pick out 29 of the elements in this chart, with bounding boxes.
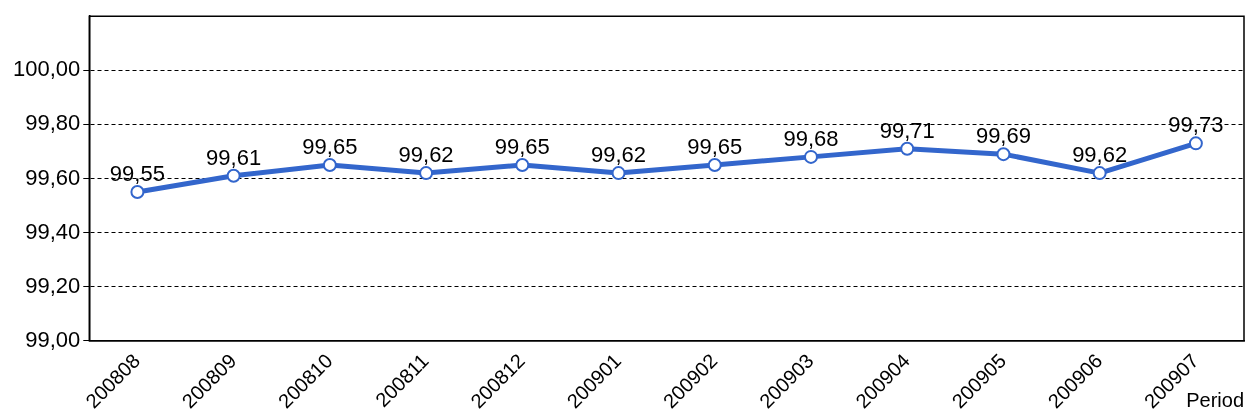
y-tick-label: 99,20 — [25, 272, 81, 298]
data-label: 99,62 — [1072, 142, 1128, 168]
data-label: 99,65 — [494, 134, 550, 160]
point — [707, 157, 722, 172]
y-tick-label: 99,80 — [25, 110, 81, 136]
data-label: 99,62 — [591, 142, 647, 168]
data-label: 99,68 — [783, 125, 839, 151]
point — [803, 149, 818, 164]
data-label: 99,65 — [302, 134, 358, 160]
point — [900, 141, 915, 156]
y-tick-label: 99,00 — [25, 326, 81, 352]
data-label: 99,62 — [398, 142, 454, 168]
point — [1188, 136, 1203, 151]
point — [322, 157, 337, 172]
point — [996, 147, 1011, 162]
point — [515, 157, 530, 172]
y-tick-label: 99,40 — [25, 218, 81, 244]
point — [1092, 166, 1107, 181]
data-label: 99,55 — [109, 161, 165, 187]
data-label: 99,65 — [687, 134, 743, 160]
point — [419, 166, 434, 181]
point — [226, 168, 241, 183]
data-label: 99,71 — [879, 117, 935, 143]
point — [611, 166, 626, 181]
y-tick-label: 99,60 — [25, 164, 81, 190]
data-label: 99,61 — [206, 144, 262, 170]
data-label: 99,69 — [975, 123, 1031, 149]
y-tick-label: 100,00 — [12, 56, 81, 82]
point — [130, 185, 145, 200]
